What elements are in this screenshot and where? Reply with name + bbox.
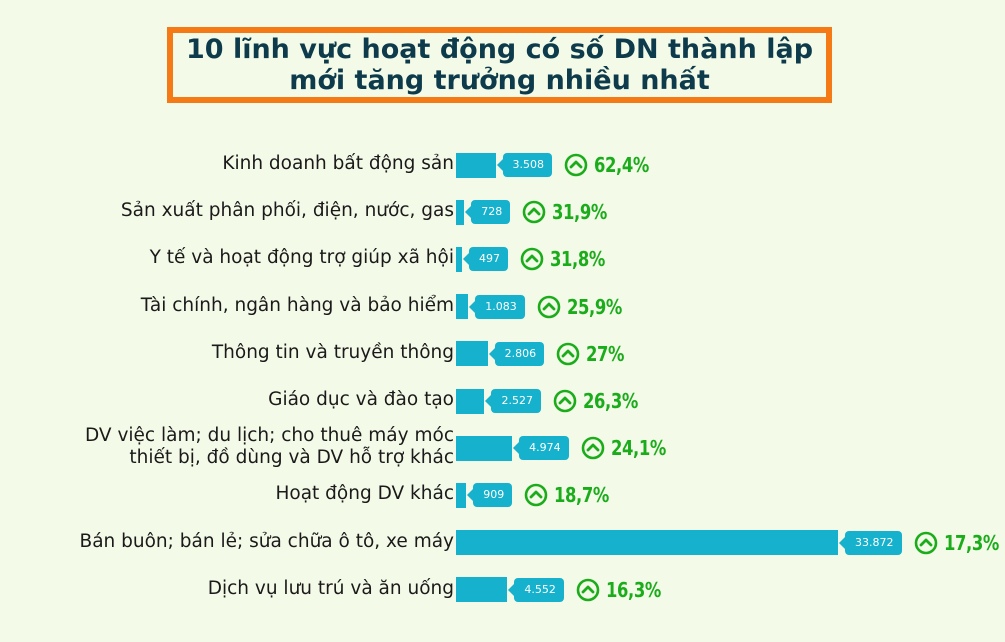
category-label: Hoạt động DV khác bbox=[275, 483, 454, 505]
category-label: Dịch vụ lưu trú và ăn uống bbox=[208, 578, 454, 600]
growth-indicator: 25,9% bbox=[537, 293, 634, 321]
growth-indicator: 18,7% bbox=[524, 481, 621, 509]
value-label: 2.806 bbox=[488, 341, 545, 366]
growth-label: 17,3% bbox=[943, 530, 999, 555]
growth-label: 24,1% bbox=[610, 436, 666, 461]
growth-indicator: 62,4% bbox=[564, 151, 661, 179]
up-arrow-circle-icon bbox=[581, 436, 604, 460]
bar bbox=[456, 199, 465, 225]
value-label: 2.527 bbox=[485, 389, 541, 413]
growth-indicator: 31,8% bbox=[520, 245, 617, 273]
up-arrow-circle-icon bbox=[524, 484, 548, 507]
growth-label: 62,4% bbox=[594, 153, 649, 177]
bar bbox=[456, 482, 467, 508]
category-label-line: Thông tin và truyền thông bbox=[211, 341, 454, 363]
bar bbox=[456, 388, 485, 414]
value-label: 497 bbox=[463, 247, 508, 272]
value-label: 4.974 bbox=[513, 436, 569, 461]
category-label: Tài chính, ngân hàng và bảo hiểm bbox=[141, 295, 454, 317]
growth-indicator: 16,3% bbox=[576, 576, 673, 604]
category-label-line: Giáo dục và đào tạo bbox=[268, 389, 454, 410]
up-arrow-circle-icon bbox=[537, 295, 561, 318]
value-label: 1.083 bbox=[469, 294, 525, 319]
up-arrow-circle-icon bbox=[576, 578, 600, 602]
value-label: 728 bbox=[465, 200, 511, 225]
category-label-line: Kinh doanh bất động sản bbox=[222, 153, 454, 174]
growth-label: 25,9% bbox=[566, 294, 622, 319]
up-arrow-circle-icon bbox=[556, 342, 580, 366]
category-label-line: Bán buôn; bán lẻ; sửa chữa ô tô, xe máy bbox=[79, 530, 454, 552]
growth-indicator: 31,9% bbox=[522, 198, 619, 226]
chart-title-line-1: 10 lĩnh vực hoạt động có số DN thành lập bbox=[185, 34, 814, 65]
bar bbox=[456, 152, 496, 178]
category-label-line: thiết bị, đồ dùng và DV hỗ trợ khác bbox=[129, 447, 454, 469]
up-arrow-circle-icon bbox=[553, 389, 577, 413]
category-label: Kinh doanh bất động sản bbox=[222, 153, 454, 175]
category-label: Thông tin và truyền thông bbox=[212, 342, 454, 364]
growth-indicator: 26,3% bbox=[553, 387, 650, 415]
chart-title-line-2: mới tăng trưởng nhiều nhất bbox=[289, 65, 710, 96]
category-label-line: Tài chính, ngân hàng và bảo hiểm bbox=[140, 294, 454, 316]
growth-indicator: 17,3% bbox=[914, 529, 1005, 557]
bar bbox=[456, 530, 838, 556]
growth-label: 27% bbox=[586, 341, 625, 366]
bar bbox=[456, 246, 462, 272]
bar bbox=[456, 435, 513, 461]
category-label-line: Y tế và hoạt động trợ giúp xã hội bbox=[149, 247, 454, 269]
bar bbox=[456, 294, 469, 320]
up-arrow-circle-icon bbox=[520, 248, 544, 271]
up-arrow-circle-icon bbox=[522, 200, 546, 224]
category-label-line: DV việc làm; du lịch; cho thuê máy móc bbox=[85, 425, 454, 447]
value-label: 3.508 bbox=[496, 153, 553, 177]
up-arrow-circle-icon bbox=[914, 531, 937, 554]
category-label: Sản xuất phân phối, điện, nước, gas bbox=[121, 200, 454, 222]
growth-label: 31,8% bbox=[550, 247, 605, 272]
chart-title-box: 10 lĩnh vực hoạt động có số DN thành lập… bbox=[167, 27, 832, 103]
value-label: 4.552 bbox=[508, 577, 564, 602]
value-label: 909 bbox=[467, 483, 513, 508]
growth-label: 31,9% bbox=[552, 200, 608, 225]
growth-label: 16,3% bbox=[605, 577, 661, 602]
category-label-line: Hoạt động DV khác bbox=[275, 483, 454, 505]
bar bbox=[456, 577, 508, 603]
growth-indicator: 24,1% bbox=[581, 434, 678, 462]
value-label: 33.872 bbox=[839, 530, 902, 555]
up-arrow-circle-icon bbox=[564, 153, 588, 177]
growth-label: 26,3% bbox=[582, 389, 638, 413]
category-label: Y tế và hoạt động trợ giúp xã hội bbox=[150, 247, 454, 269]
category-label-line: Dịch vụ lưu trú và ăn uống bbox=[207, 577, 454, 599]
category-label-line: Sản xuất phân phối, điện, nước, gas bbox=[120, 200, 454, 222]
category-label: Giáo dục và đào tạo bbox=[268, 389, 454, 411]
category-label: DV việc làm; du lịch; cho thuê máy móc th… bbox=[85, 425, 454, 469]
bar bbox=[456, 341, 488, 367]
category-label: Bán buôn; bán lẻ; sửa chữa ô tô, xe máy bbox=[80, 531, 454, 553]
growth-indicator: 27% bbox=[556, 340, 632, 368]
growth-label: 18,7% bbox=[554, 483, 610, 508]
